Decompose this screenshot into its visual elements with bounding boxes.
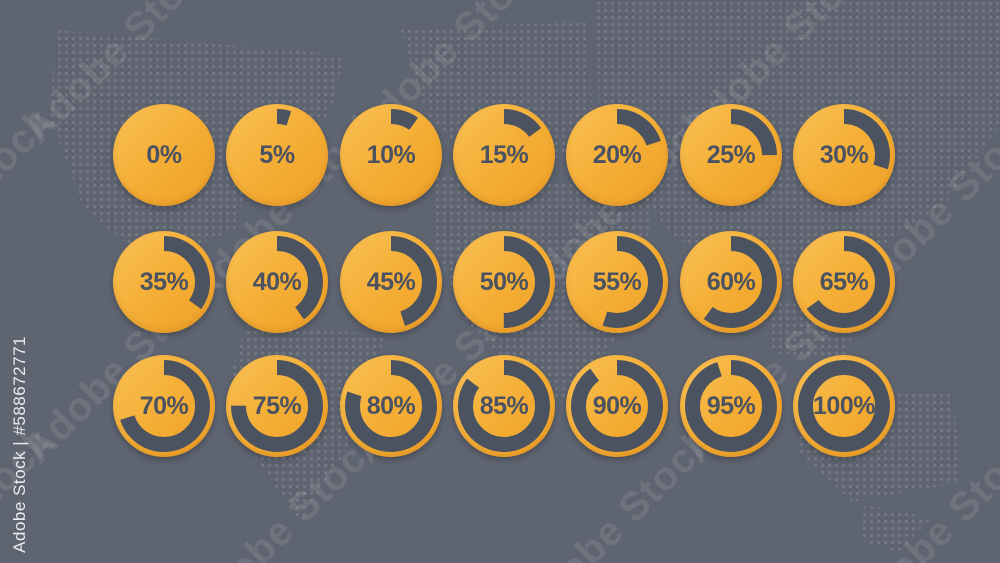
progress-ring — [571, 109, 663, 201]
percentage-circle-20: 20% — [566, 104, 668, 206]
progress-ring — [685, 360, 777, 452]
percentage-circle-0: 0% — [113, 104, 215, 206]
percentage-circle-85: 85% — [453, 355, 555, 457]
progress-ring — [118, 236, 210, 328]
percentage-label: 95% — [706, 391, 756, 420]
percentage-circle-80: 80% — [340, 355, 442, 457]
progress-ring — [458, 236, 550, 328]
progress-ring — [685, 236, 777, 328]
progress-ring — [118, 360, 210, 452]
percentage-circle-35: 35% — [113, 231, 215, 333]
progress-ring — [798, 236, 890, 328]
percentage-label: 45% — [366, 267, 416, 296]
percentage-circle-15: 15% — [453, 104, 555, 206]
percentage-label: 0% — [146, 140, 182, 169]
percentage-circle-10: 10% — [340, 104, 442, 206]
percentage-label: 5% — [259, 140, 295, 169]
progress-ring — [231, 109, 323, 201]
percentage-circle-45: 45% — [340, 231, 442, 333]
progress-ring — [798, 360, 890, 452]
percentage-circle-100: 100% — [793, 355, 895, 457]
progress-ring — [571, 236, 663, 328]
percentage-label: 10% — [366, 140, 416, 169]
progress-ring — [571, 360, 663, 452]
percentage-circle-50: 50% — [453, 231, 555, 333]
percentage-label: 50% — [479, 267, 529, 296]
percentage-label: 25% — [706, 140, 756, 169]
percentage-label: 30% — [819, 140, 869, 169]
percentage-label: 70% — [139, 391, 189, 420]
progress-ring — [231, 236, 323, 328]
percentage-label: 20% — [592, 140, 642, 169]
progress-ring — [685, 109, 777, 201]
percentage-circle-95: 95% — [680, 355, 782, 457]
percentage-circle-70: 70% — [113, 355, 215, 457]
percentage-label: 90% — [592, 391, 642, 420]
percentage-label: 55% — [592, 267, 642, 296]
percentage-circle-60: 60% — [680, 231, 782, 333]
percentage-circle-75: 75% — [226, 355, 328, 457]
progress-ring — [798, 109, 890, 201]
percentage-label: 65% — [819, 267, 869, 296]
progress-ring — [458, 360, 550, 452]
percentage-circle-40: 40% — [226, 231, 328, 333]
percentage-label: 60% — [706, 267, 756, 296]
percentage-label: 35% — [139, 267, 189, 296]
percentage-circle-25: 25% — [680, 104, 782, 206]
progress-ring — [345, 109, 437, 201]
percentage-label: 100% — [813, 391, 875, 420]
percentage-circle-5: 5% — [226, 104, 328, 206]
percentage-circle-65: 65% — [793, 231, 895, 333]
progress-ring — [345, 360, 437, 452]
percentage-label: 15% — [479, 140, 529, 169]
percentage-circle-30: 30% — [793, 104, 895, 206]
percentage-circle-90: 90% — [566, 355, 668, 457]
percentage-label: 85% — [479, 391, 529, 420]
percentage-label: 75% — [252, 391, 302, 420]
percentage-label: 40% — [252, 267, 302, 296]
stock-id-watermark: Adobe Stock | #588672771 — [10, 336, 29, 553]
adobe-stock-watermark-tile: Adobe Stock — [0, 99, 62, 311]
progress-ring — [345, 236, 437, 328]
progress-ring — [458, 109, 550, 201]
percentage-label: 80% — [366, 391, 416, 420]
progress-ring — [231, 360, 323, 452]
percentage-circle-55: 55% — [566, 231, 668, 333]
